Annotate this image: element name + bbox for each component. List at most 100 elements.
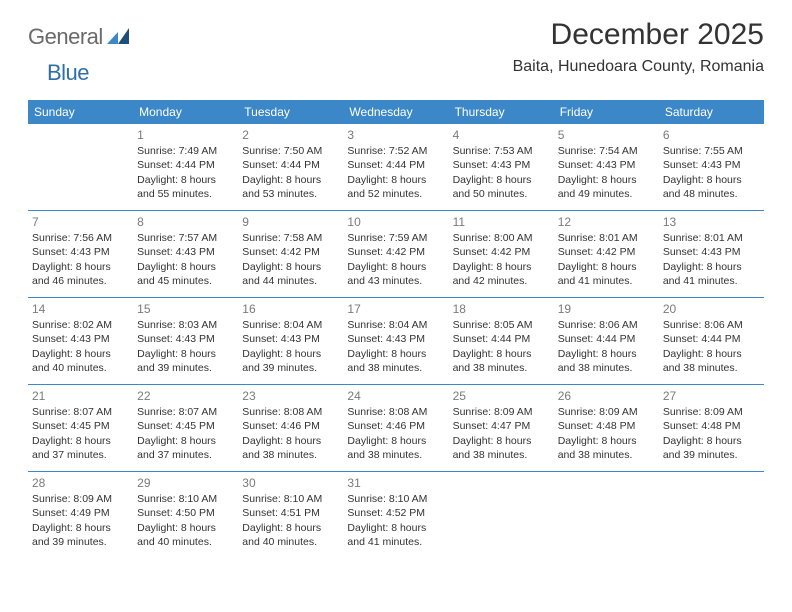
- sunrise-line: Sunrise: 7:53 AM: [453, 144, 550, 158]
- calendar-table: SundayMondayTuesdayWednesdayThursdayFrid…: [28, 100, 764, 558]
- daylight-line: Daylight: 8 hours and 55 minutes.: [137, 173, 234, 201]
- day-number: 9: [242, 214, 339, 230]
- sunrise-line: Sunrise: 8:01 AM: [558, 231, 655, 245]
- brand-text-general: General: [28, 24, 103, 50]
- calendar-day-cell: 17Sunrise: 8:04 AMSunset: 4:43 PMDayligh…: [343, 298, 448, 384]
- calendar-header-cell: Thursday: [449, 100, 554, 124]
- calendar-day-cell: 27Sunrise: 8:09 AMSunset: 4:48 PMDayligh…: [659, 385, 764, 471]
- calendar-day-cell: [554, 472, 659, 558]
- day-number: 16: [242, 301, 339, 317]
- calendar-header-cell: Tuesday: [238, 100, 343, 124]
- daylight-line: Daylight: 8 hours and 38 minutes.: [347, 434, 444, 462]
- calendar-day-cell: 6Sunrise: 7:55 AMSunset: 4:43 PMDaylight…: [659, 124, 764, 210]
- calendar-header-cell: Sunday: [28, 100, 133, 124]
- day-number: 27: [663, 388, 760, 404]
- day-number: 18: [453, 301, 550, 317]
- sunrise-line: Sunrise: 8:04 AM: [242, 318, 339, 332]
- sunrise-line: Sunrise: 7:50 AM: [242, 144, 339, 158]
- sunrise-line: Sunrise: 7:54 AM: [558, 144, 655, 158]
- sunset-line: Sunset: 4:43 PM: [663, 158, 760, 172]
- calendar-day-cell: 21Sunrise: 8:07 AMSunset: 4:45 PMDayligh…: [28, 385, 133, 471]
- daylight-line: Daylight: 8 hours and 49 minutes.: [558, 173, 655, 201]
- daylight-line: Daylight: 8 hours and 40 minutes.: [32, 347, 129, 375]
- daylight-line: Daylight: 8 hours and 38 minutes.: [558, 434, 655, 462]
- sunset-line: Sunset: 4:44 PM: [558, 332, 655, 346]
- calendar-header-cell: Saturday: [659, 100, 764, 124]
- calendar-day-cell: [659, 472, 764, 558]
- calendar-day-cell: 5Sunrise: 7:54 AMSunset: 4:43 PMDaylight…: [554, 124, 659, 210]
- calendar-day-cell: 2Sunrise: 7:50 AMSunset: 4:44 PMDaylight…: [238, 124, 343, 210]
- brand-mark-icon: [107, 26, 129, 49]
- sunset-line: Sunset: 4:43 PM: [347, 332, 444, 346]
- sunset-line: Sunset: 4:43 PM: [242, 332, 339, 346]
- day-number: 24: [347, 388, 444, 404]
- day-number: 28: [32, 475, 129, 491]
- day-number: 23: [242, 388, 339, 404]
- daylight-line: Daylight: 8 hours and 41 minutes.: [347, 521, 444, 549]
- sunset-line: Sunset: 4:44 PM: [453, 332, 550, 346]
- sunset-line: Sunset: 4:52 PM: [347, 506, 444, 520]
- calendar-day-cell: 7Sunrise: 7:56 AMSunset: 4:43 PMDaylight…: [28, 211, 133, 297]
- calendar-week-row: 1Sunrise: 7:49 AMSunset: 4:44 PMDaylight…: [28, 124, 764, 211]
- calendar-day-cell: 30Sunrise: 8:10 AMSunset: 4:51 PMDayligh…: [238, 472, 343, 558]
- calendar-week-row: 28Sunrise: 8:09 AMSunset: 4:49 PMDayligh…: [28, 472, 764, 558]
- calendar-day-cell: 20Sunrise: 8:06 AMSunset: 4:44 PMDayligh…: [659, 298, 764, 384]
- sunrise-line: Sunrise: 7:57 AM: [137, 231, 234, 245]
- sunset-line: Sunset: 4:44 PM: [663, 332, 760, 346]
- calendar-day-cell: 19Sunrise: 8:06 AMSunset: 4:44 PMDayligh…: [554, 298, 659, 384]
- day-number: 29: [137, 475, 234, 491]
- day-number: 20: [663, 301, 760, 317]
- daylight-line: Daylight: 8 hours and 37 minutes.: [137, 434, 234, 462]
- sunset-line: Sunset: 4:43 PM: [663, 245, 760, 259]
- sunrise-line: Sunrise: 8:00 AM: [453, 231, 550, 245]
- calendar-day-cell: 28Sunrise: 8:09 AMSunset: 4:49 PMDayligh…: [28, 472, 133, 558]
- sunset-line: Sunset: 4:43 PM: [453, 158, 550, 172]
- calendar-day-cell: 8Sunrise: 7:57 AMSunset: 4:43 PMDaylight…: [133, 211, 238, 297]
- sunset-line: Sunset: 4:42 PM: [347, 245, 444, 259]
- calendar-day-cell: 26Sunrise: 8:09 AMSunset: 4:48 PMDayligh…: [554, 385, 659, 471]
- day-number: 10: [347, 214, 444, 230]
- daylight-line: Daylight: 8 hours and 41 minutes.: [558, 260, 655, 288]
- sunset-line: Sunset: 4:47 PM: [453, 419, 550, 433]
- day-number: 6: [663, 127, 760, 143]
- sunset-line: Sunset: 4:46 PM: [242, 419, 339, 433]
- brand-text-blue: Blue: [47, 60, 89, 85]
- day-number: 4: [453, 127, 550, 143]
- daylight-line: Daylight: 8 hours and 38 minutes.: [242, 434, 339, 462]
- day-number: 1: [137, 127, 234, 143]
- day-number: 30: [242, 475, 339, 491]
- calendar-day-cell: 12Sunrise: 8:01 AMSunset: 4:42 PMDayligh…: [554, 211, 659, 297]
- calendar-day-cell: 9Sunrise: 7:58 AMSunset: 4:42 PMDaylight…: [238, 211, 343, 297]
- calendar-day-cell: 14Sunrise: 8:02 AMSunset: 4:43 PMDayligh…: [28, 298, 133, 384]
- sunset-line: Sunset: 4:49 PM: [32, 506, 129, 520]
- sunset-line: Sunset: 4:44 PM: [242, 158, 339, 172]
- calendar-day-cell: 23Sunrise: 8:08 AMSunset: 4:46 PMDayligh…: [238, 385, 343, 471]
- daylight-line: Daylight: 8 hours and 38 minutes.: [453, 434, 550, 462]
- daylight-line: Daylight: 8 hours and 39 minutes.: [663, 434, 760, 462]
- sunrise-line: Sunrise: 8:10 AM: [242, 492, 339, 506]
- sunset-line: Sunset: 4:43 PM: [32, 332, 129, 346]
- calendar-day-cell: 25Sunrise: 8:09 AMSunset: 4:47 PMDayligh…: [449, 385, 554, 471]
- calendar-day-cell: 15Sunrise: 8:03 AMSunset: 4:43 PMDayligh…: [133, 298, 238, 384]
- sunset-line: Sunset: 4:50 PM: [137, 506, 234, 520]
- daylight-line: Daylight: 8 hours and 52 minutes.: [347, 173, 444, 201]
- sunset-line: Sunset: 4:42 PM: [242, 245, 339, 259]
- day-number: 22: [137, 388, 234, 404]
- sunrise-line: Sunrise: 8:09 AM: [453, 405, 550, 419]
- calendar-header-row: SundayMondayTuesdayWednesdayThursdayFrid…: [28, 100, 764, 124]
- sunrise-line: Sunrise: 8:04 AM: [347, 318, 444, 332]
- calendar-day-cell: 3Sunrise: 7:52 AMSunset: 4:44 PMDaylight…: [343, 124, 448, 210]
- daylight-line: Daylight: 8 hours and 39 minutes.: [242, 347, 339, 375]
- calendar-day-cell: 31Sunrise: 8:10 AMSunset: 4:52 PMDayligh…: [343, 472, 448, 558]
- calendar-day-cell: 10Sunrise: 7:59 AMSunset: 4:42 PMDayligh…: [343, 211, 448, 297]
- sunset-line: Sunset: 4:48 PM: [663, 419, 760, 433]
- sunset-line: Sunset: 4:42 PM: [453, 245, 550, 259]
- sunrise-line: Sunrise: 8:09 AM: [558, 405, 655, 419]
- day-number: 25: [453, 388, 550, 404]
- daylight-line: Daylight: 8 hours and 42 minutes.: [453, 260, 550, 288]
- daylight-line: Daylight: 8 hours and 40 minutes.: [242, 521, 339, 549]
- sunrise-line: Sunrise: 7:59 AM: [347, 231, 444, 245]
- daylight-line: Daylight: 8 hours and 38 minutes.: [558, 347, 655, 375]
- daylight-line: Daylight: 8 hours and 38 minutes.: [663, 347, 760, 375]
- sunrise-line: Sunrise: 8:07 AM: [137, 405, 234, 419]
